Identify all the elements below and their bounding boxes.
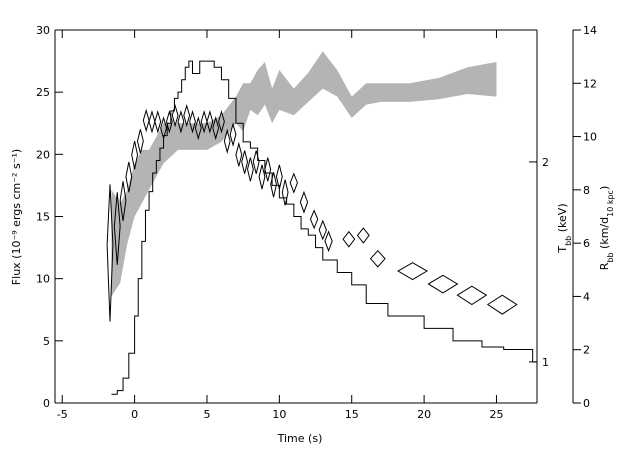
- x-tick-label: -5: [57, 408, 68, 421]
- x-tick-label: 15: [345, 408, 359, 421]
- temperature-point: [113, 192, 121, 265]
- temperature-point: [154, 109, 162, 134]
- temperature-point: [397, 262, 428, 281]
- temperature-point: [252, 150, 260, 174]
- x-tick-label: 25: [489, 408, 503, 421]
- temperature-point: [183, 104, 191, 128]
- flux-line: [111, 60, 537, 395]
- temperature-point: [318, 219, 327, 241]
- axis-label-part: ): [598, 186, 611, 190]
- temperature-point: [289, 172, 298, 194]
- y-tick-label: 20: [36, 148, 50, 161]
- y3-tick-label: 10: [583, 131, 597, 144]
- axis-label-part: bb: [564, 236, 573, 246]
- axis-label-part: 10 kpc: [606, 190, 615, 217]
- y-tick-label: 10: [36, 273, 50, 286]
- temperature-point: [171, 104, 179, 128]
- temperature-point: [125, 161, 133, 193]
- temperature-point: [281, 179, 289, 206]
- temperature-point: [356, 227, 370, 244]
- temperature-point: [324, 230, 333, 253]
- y-tick-label: 30: [36, 24, 50, 37]
- temperature-point: [275, 164, 283, 190]
- temperature-point: [165, 109, 173, 134]
- axis-label-part: (km/d: [598, 217, 611, 253]
- temperature-point: [229, 122, 237, 148]
- x-tick-label: 10: [272, 408, 286, 421]
- axis-label-part: bb: [606, 252, 615, 262]
- temperature-point: [342, 230, 356, 248]
- y3-tick-label: 6: [583, 237, 590, 250]
- y3-tick-label: 12: [583, 77, 597, 90]
- temperature-point: [235, 141, 243, 167]
- y-axis-label: Flux (10⁻⁹ ergs cm⁻² s⁻¹): [10, 149, 23, 285]
- axis-label-part: R: [598, 262, 611, 270]
- y3-tick-label: 14: [583, 24, 597, 37]
- temperature-point: [119, 181, 127, 221]
- axis-label-part: (keV): [556, 203, 569, 235]
- y2-axis-label: Tbb (keV): [556, 203, 573, 253]
- axis-label-part: T: [556, 246, 569, 254]
- temperature-point: [177, 109, 185, 134]
- y3-tick-label: 2: [583, 344, 590, 357]
- temperature-point: [258, 164, 266, 190]
- temperature-point: [264, 157, 272, 182]
- y3-axis-label: Rbb (km/d10 kpc): [598, 186, 615, 271]
- temperature-point: [270, 172, 277, 198]
- temperature-point: [223, 128, 231, 154]
- temperature-point: [486, 294, 518, 315]
- temperature-point: [427, 274, 459, 294]
- y3-tick-label: 0: [583, 397, 590, 410]
- y-tick-label: 5: [43, 335, 50, 348]
- temperature-point: [218, 109, 225, 134]
- temperature-point: [212, 116, 220, 141]
- y-tick-label: 15: [36, 211, 50, 224]
- temperature-point: [309, 209, 319, 230]
- temperature-point: [106, 184, 114, 322]
- x-axis-label: Time (s): [277, 432, 323, 445]
- temperature-point: [299, 190, 309, 214]
- temperature-point: [194, 116, 202, 141]
- temperature-point: [246, 157, 254, 182]
- y3-tick-label: 8: [583, 184, 590, 197]
- radius-band: [111, 51, 497, 297]
- temperature-point: [456, 285, 488, 306]
- temperature-point: [136, 129, 144, 154]
- temperature-point: [369, 249, 386, 268]
- temperature-point: [189, 109, 196, 134]
- y3-tick-label: 4: [583, 290, 590, 303]
- temperature-point: [160, 116, 167, 141]
- x-tick-label: 20: [417, 408, 431, 421]
- temperature-point: [131, 140, 139, 170]
- y-tick-label: 25: [36, 86, 50, 99]
- temperature-point: [241, 150, 249, 174]
- y2-tick-label: 1: [542, 356, 549, 369]
- temperature-point: [206, 109, 214, 134]
- x-tick-label: 0: [131, 408, 138, 421]
- y-tick-label: 0: [43, 397, 50, 410]
- y2-tick-label: 2: [542, 156, 549, 169]
- x-tick-label: 5: [203, 408, 210, 421]
